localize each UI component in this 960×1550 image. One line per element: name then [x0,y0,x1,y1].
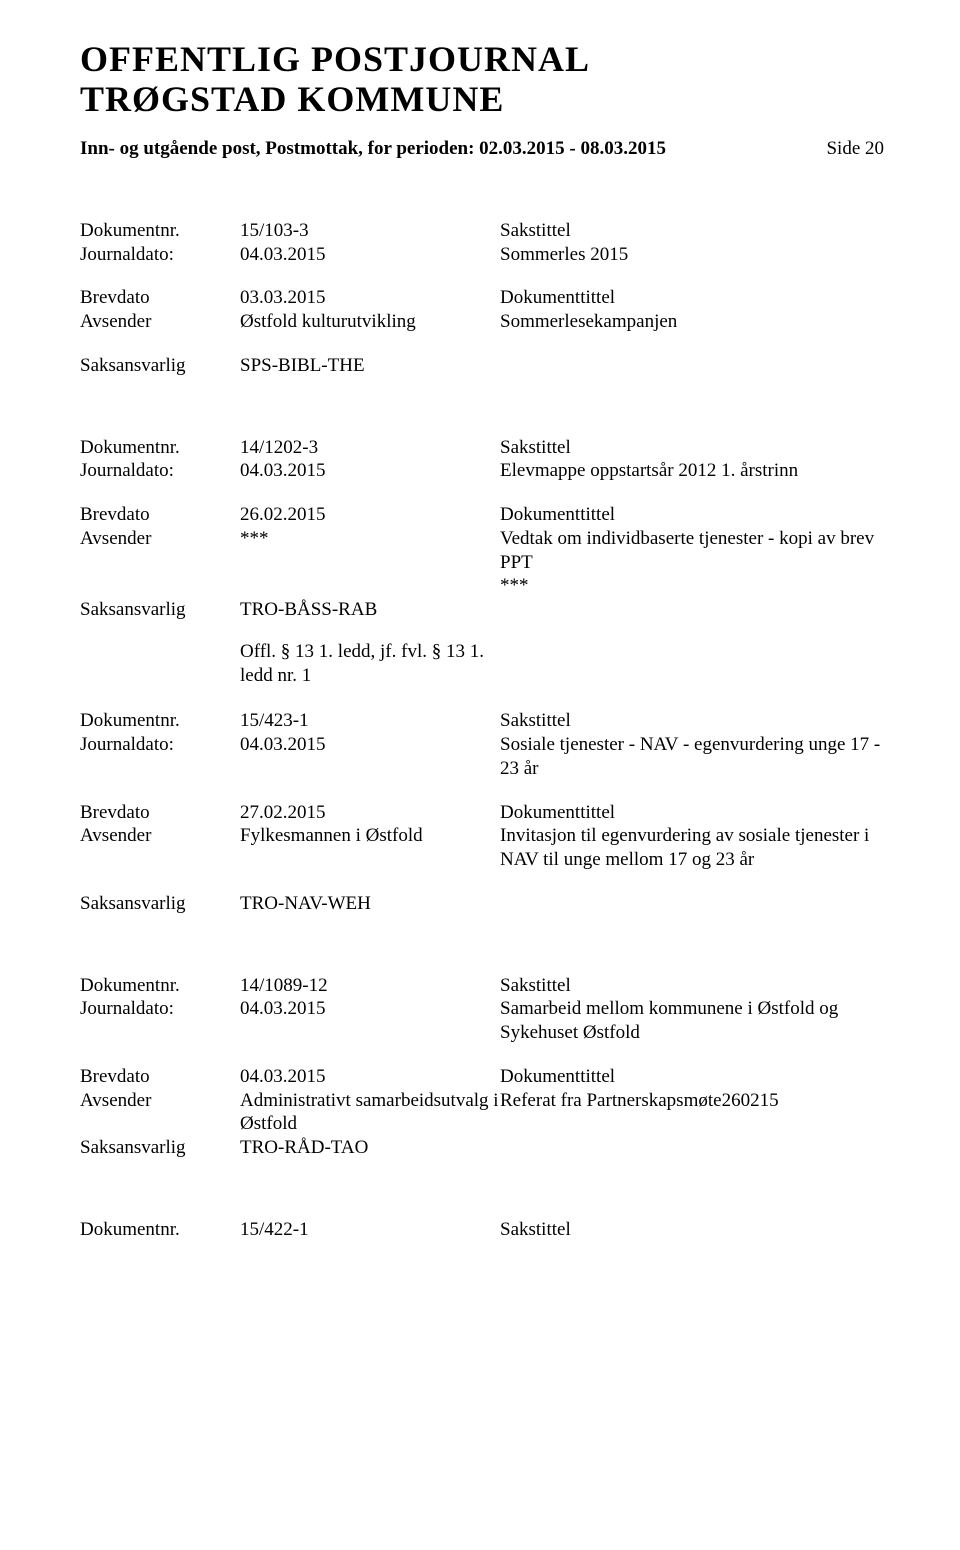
label-sakstittel: Sakstittel [500,709,884,733]
label-brevdato: Brevdato [80,1065,240,1089]
label-saksansvarlig: Saksansvarlig [80,1136,240,1160]
value-journaldato: 04.03.2015 [240,997,500,1045]
journal-entry: Dokumentnr. 14/1202-3 Sakstittel Journal… [80,436,884,688]
label-dokumentnr: Dokumentnr. [80,974,240,998]
label-avsender: Avsender [80,527,240,575]
value-dokumentnr: 15/103-3 [240,219,500,243]
page-number: Side 20 [826,137,884,161]
label-dokumenttittel: Dokumenttittel [500,286,884,310]
label-dokumenttittel: Dokumenttittel [500,503,884,527]
exemption-note: Offl. § 13 1. ledd, jf. fvl. § 13 1. led… [240,640,500,688]
value-saksansvarlig: TRO-NAV-WEH [240,892,500,916]
value-saksansvarlig: TRO-BÅSS-RAB [240,598,500,622]
label-dokumentnr: Dokumentnr. [80,219,240,243]
label-dokumenttittel: Dokumenttittel [500,801,884,825]
value-dokumenttittel: Vedtak om individbaserte tjenester - kop… [500,527,884,575]
value-avsender: Fylkesmannen i Østfold [240,824,500,872]
journal-entry: Dokumentnr. 14/1089-12 Sakstittel Journa… [80,974,884,1160]
journal-entry-partial: Dokumentnr. 15/422-1 Sakstittel [80,1218,884,1242]
label-sakstittel: Sakstittel [500,219,884,243]
label-sakstittel: Sakstittel [500,1218,884,1242]
value-sakstittel: Elevmappe oppstartsår 2012 1. årstrinn [500,459,884,483]
label-avsender: Avsender [80,1089,240,1137]
value-saksansvarlig: SPS-BIBL-THE [240,354,500,378]
value-dokumentnr: 15/422-1 [240,1218,500,1242]
label-dokumentnr: Dokumentnr. [80,709,240,733]
value-dokumenttittel: Sommerlesekampanjen [500,310,884,334]
main-title: OFFENTLIG POSTJOURNAL TRØGSTAD KOMMUNE [80,40,884,119]
value-sakstittel: Sosiale tjenester - NAV - egenvurdering … [500,733,884,781]
value-journaldato: 04.03.2015 [240,243,500,267]
value-brevdato: 03.03.2015 [240,286,500,310]
journal-entry: Dokumentnr. 15/423-1 Sakstittel Journald… [80,709,884,915]
value-dokumenttittel: Invitasjon til egenvurdering av sosiale … [500,824,884,872]
label-dokumenttittel: Dokumenttittel [500,1065,884,1089]
value-sakstittel: Sommerles 2015 [500,243,884,267]
value-journaldato: 04.03.2015 [240,733,500,781]
title-line-2: TRØGSTAD KOMMUNE [80,80,884,120]
label-saksansvarlig: Saksansvarlig [80,892,240,916]
label-journaldato: Journaldato: [80,243,240,267]
value-brevdato: 27.02.2015 [240,801,500,825]
label-sakstittel: Sakstittel [500,436,884,460]
label-journaldato: Journaldato: [80,459,240,483]
label-avsender: Avsender [80,310,240,334]
label-saksansvarlig: Saksansvarlig [80,354,240,378]
value-avsender: *** [240,527,500,575]
value-dokumentnr: 15/423-1 [240,709,500,733]
label-journaldato: Journaldato: [80,997,240,1045]
title-line-1: OFFENTLIG POSTJOURNAL [80,40,884,80]
label-avsender: Avsender [80,824,240,872]
subtitle-row: Inn- og utgående post, Postmottak, for p… [80,137,884,161]
value-saksansvarlig: TRO-RÅD-TAO [240,1136,500,1160]
label-dokumentnr: Dokumentnr. [80,436,240,460]
value-dokumentnr: 14/1202-3 [240,436,500,460]
value-journaldato: 04.03.2015 [240,459,500,483]
label-saksansvarlig: Saksansvarlig [80,598,240,622]
label-brevdato: Brevdato [80,503,240,527]
value-dokumenttittel: Referat fra Partnerskapsmøte260215 [500,1089,884,1137]
value-sakstittel: Samarbeid mellom kommunene i Østfold og … [500,997,884,1045]
value-dokumenttittel-extra: *** [500,574,884,598]
value-brevdato: 26.02.2015 [240,503,500,527]
value-dokumentnr: 14/1089-12 [240,974,500,998]
label-journaldato: Journaldato: [80,733,240,781]
subtitle: Inn- og utgående post, Postmottak, for p… [80,137,666,161]
value-avsender: Administrativt samarbeidsutvalg i Østfol… [240,1089,500,1137]
label-brevdato: Brevdato [80,801,240,825]
label-brevdato: Brevdato [80,286,240,310]
label-dokumentnr: Dokumentnr. [80,1218,240,1242]
value-brevdato: 04.03.2015 [240,1065,500,1089]
value-avsender: Østfold kulturutvikling [240,310,500,334]
journal-entry: Dokumentnr. 15/103-3 Sakstittel Journald… [80,219,884,378]
label-sakstittel: Sakstittel [500,974,884,998]
